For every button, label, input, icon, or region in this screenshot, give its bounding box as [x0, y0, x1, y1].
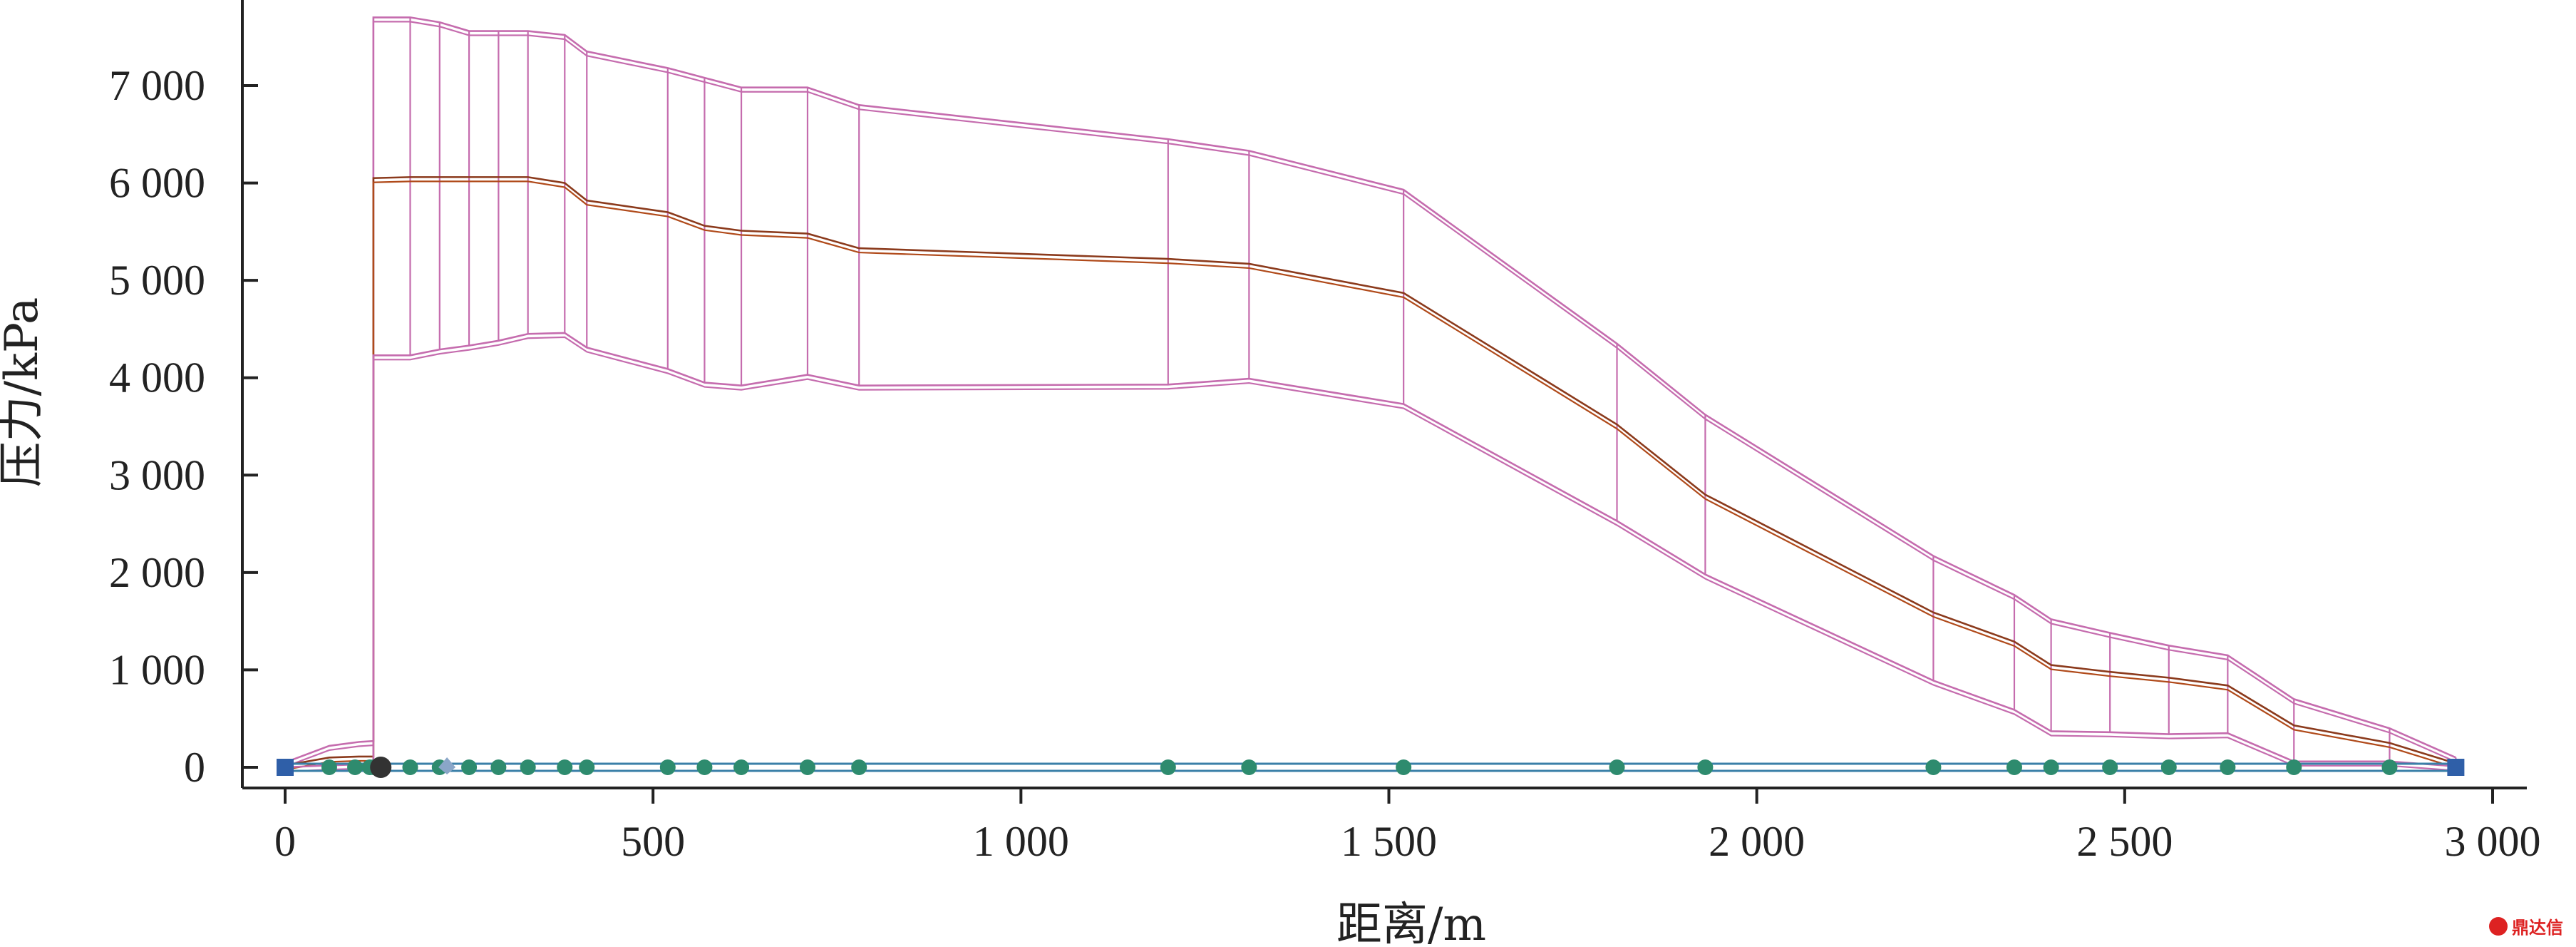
y-tick-label: 5 000	[109, 257, 205, 304]
node-marker	[696, 759, 713, 775]
x-ticks: 0 500 1 000 1 500 2 000 2 500 3 000	[274, 788, 2541, 865]
y-tick-label: 0	[184, 744, 205, 791]
x-tick-label: 1 000	[973, 818, 1069, 865]
x-tick-label: 2 500	[2076, 818, 2173, 865]
node-marker	[2102, 759, 2118, 775]
node-marker	[490, 759, 507, 775]
valve-marker	[438, 757, 456, 774]
vertical-connectors	[372, 17, 2457, 767]
x-tick-label: 0	[274, 818, 296, 865]
y-tick-label: 6 000	[109, 160, 205, 207]
y-tick-label: 4 000	[109, 354, 205, 401]
node-marker	[321, 759, 337, 775]
node-marker	[1925, 759, 1942, 775]
end-marker	[277, 759, 294, 776]
node-marker	[520, 759, 536, 775]
node-marker	[1160, 759, 1176, 775]
series-line-lower-envelope	[284, 332, 2456, 769]
series-line-mean	[284, 176, 2456, 767]
node-marker	[461, 759, 478, 775]
node-marker	[2006, 759, 2022, 775]
y-tick-label: 1 000	[109, 646, 205, 693]
node-marker	[659, 759, 676, 775]
node-marker	[851, 759, 867, 775]
node-marker	[402, 759, 418, 775]
node-marker	[2381, 759, 2398, 775]
y-ticks: 0 1 000 2 000 3 000 4 000 5 000 6 000 7 000	[109, 62, 258, 791]
node-marker	[2220, 759, 2236, 775]
source-marker	[370, 757, 392, 778]
watermark: 鼎达信	[2489, 913, 2563, 938]
end-marker	[2447, 759, 2465, 776]
y-tick-label: 3 000	[109, 451, 205, 498]
x-tick-label: 1 500	[1341, 818, 1437, 865]
node-marker	[2043, 759, 2059, 775]
x-axis-title: 距离/m	[1336, 899, 1486, 947]
x-tick-label: 500	[621, 818, 685, 865]
series-line-upper-envelope	[284, 16, 2456, 764]
series-layer	[284, 16, 2456, 773]
series-line-upper-envelope-shadow	[284, 21, 2456, 768]
x-tick-label: 2 000	[1709, 818, 1805, 865]
y-tick-label: 7 000	[109, 62, 205, 109]
axes	[241, 0, 2527, 789]
x-tick-label: 3 000	[2445, 818, 2541, 865]
watermark-logo-icon	[2489, 916, 2508, 936]
watermark-text: 鼎达信	[2512, 918, 2563, 938]
y-axis-title: 压力/kPa	[0, 297, 48, 488]
node-marker	[2160, 759, 2177, 775]
series-line-mean-shadow	[284, 180, 2456, 771]
node-markers	[277, 757, 2465, 778]
node-marker	[1396, 759, 1412, 775]
node-marker	[1697, 759, 1714, 775]
node-marker	[347, 759, 364, 775]
node-marker	[799, 759, 815, 775]
node-marker	[1241, 759, 1257, 775]
node-marker	[579, 759, 595, 775]
node-marker	[1609, 759, 1625, 775]
series-line-lower-envelope-shadow	[284, 336, 2456, 773]
node-marker	[733, 759, 750, 775]
node-marker	[2286, 759, 2302, 775]
node-marker	[557, 759, 573, 775]
y-tick-label: 2 000	[109, 549, 205, 596]
